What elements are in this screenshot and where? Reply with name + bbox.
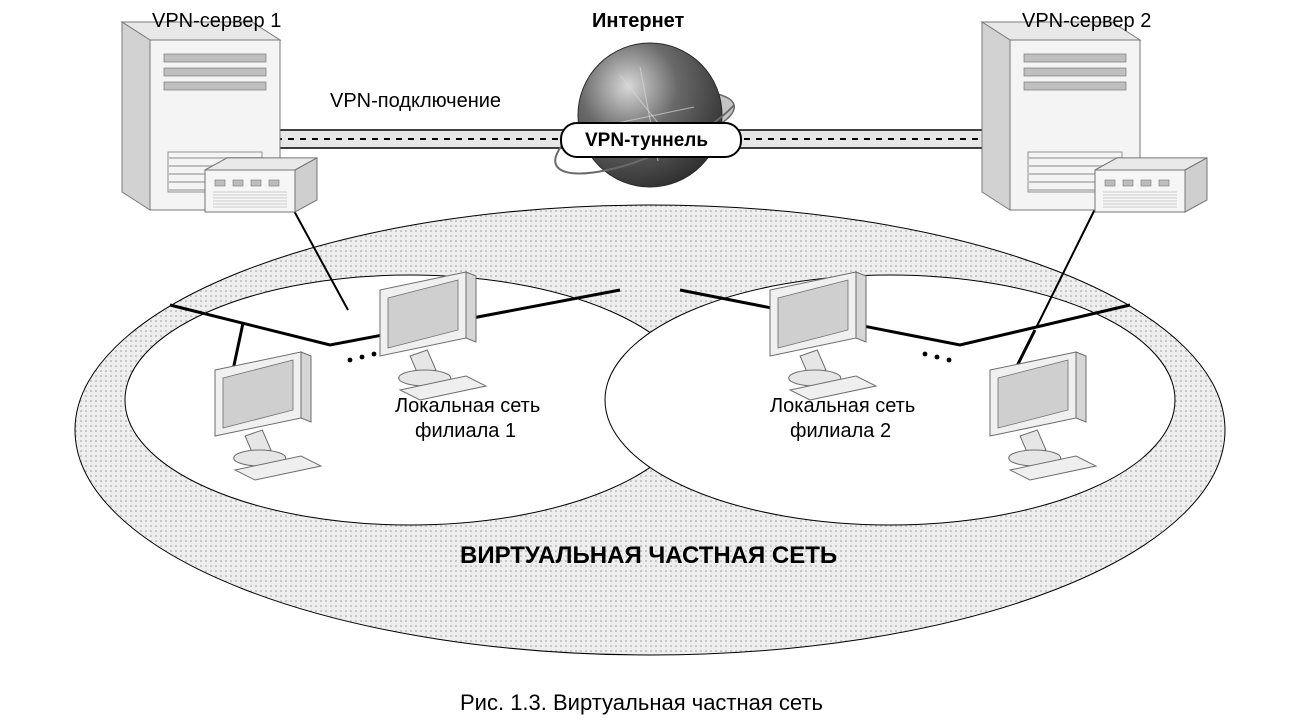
label-server1: VPN-сервер 1 (152, 10, 281, 33)
ellipsis-dot-3 (923, 352, 928, 357)
label-internet: Интернет (592, 10, 684, 33)
ellipsis-dot-0 (348, 358, 353, 363)
ellipsis-dot-1 (360, 355, 365, 360)
label-server2: VPN-сервер 2 (1022, 10, 1151, 33)
label-lan2-line1: Локальная сеть (770, 395, 915, 418)
label-lan1-line1: Локальная сеть (395, 395, 540, 418)
label-vpn-connection: VPN-подключение (330, 90, 501, 113)
label-vpn-tunnel: VPN-туннель (585, 130, 708, 152)
modem-icon-1 (205, 158, 317, 212)
label-lan2-line2: филиала 2 (790, 420, 891, 443)
modem-icon-2 (1095, 158, 1207, 212)
label-lan1-line2: филиала 1 (415, 420, 516, 443)
internet-globe-icon (551, 43, 741, 187)
ellipsis-dot-2 (372, 352, 377, 357)
ellipsis-dot-4 (935, 355, 940, 360)
label-vpn-big: ВИРТУАЛЬНАЯ ЧАСТНАЯ СЕТЬ (460, 542, 837, 570)
ellipsis-dot-5 (947, 358, 952, 363)
diagram-stage: VPN-сервер 1 VPN-сервер 2 Интернет VPN-п… (0, 0, 1300, 725)
figure-caption: Рис. 1.3. Виртуальная частная сеть (460, 690, 823, 716)
diagram-svg (0, 0, 1300, 725)
